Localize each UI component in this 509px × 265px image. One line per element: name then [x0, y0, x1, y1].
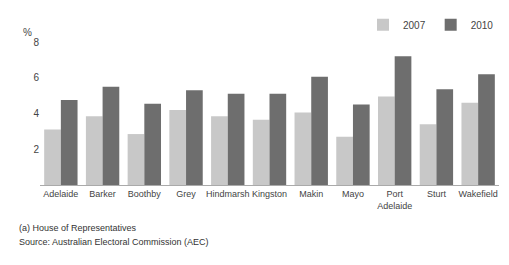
- svg-text:%: %: [23, 27, 32, 38]
- svg-text:8: 8: [33, 37, 39, 48]
- svg-text:Boothby: Boothby: [128, 189, 162, 199]
- svg-text:Hindmarsh: Hindmarsh: [206, 189, 250, 199]
- svg-text:Wakefield: Wakefield: [459, 189, 498, 199]
- svg-text:Makin: Makin: [299, 189, 323, 199]
- svg-text:Mayo: Mayo: [342, 189, 364, 199]
- svg-text:Grey: Grey: [176, 189, 196, 199]
- svg-text:Adelaide: Adelaide: [43, 189, 78, 199]
- svg-text:Sturt: Sturt: [427, 189, 447, 199]
- svg-text:(a) House of Representatives: (a) House of Representatives: [19, 223, 137, 233]
- svg-text:2007: 2007: [403, 20, 426, 31]
- svg-text:Barker: Barker: [89, 189, 116, 199]
- svg-text:2010: 2010: [471, 20, 494, 31]
- svg-text:4: 4: [33, 108, 39, 119]
- svg-text:Source: Australian Electoral C: Source: Australian Electoral Commission …: [19, 237, 209, 247]
- svg-text:2: 2: [33, 144, 39, 155]
- svg-text:6: 6: [33, 72, 39, 83]
- svg-text:PortAdelaide: PortAdelaide: [377, 189, 412, 211]
- svg-text:Kingston: Kingston: [252, 189, 287, 199]
